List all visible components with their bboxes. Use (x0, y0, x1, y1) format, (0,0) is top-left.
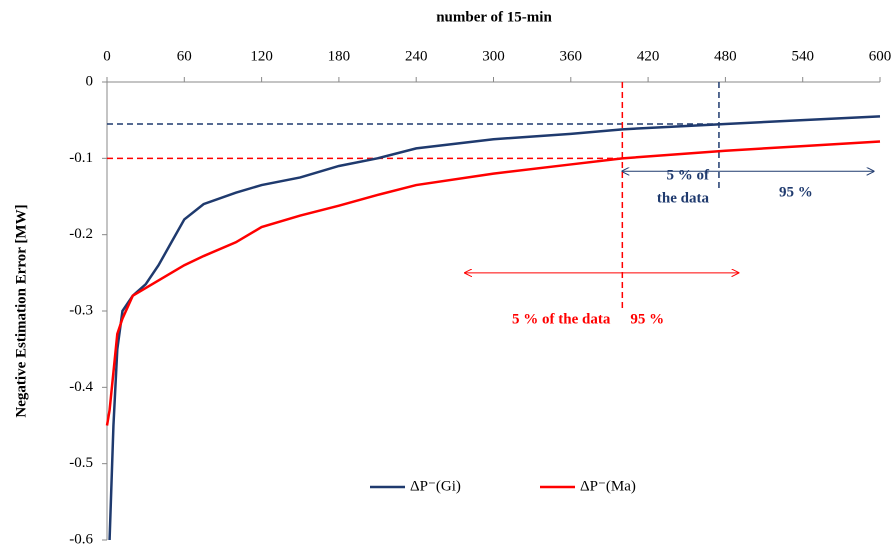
legend-label: ΔP⁻(Gi) (410, 478, 461, 494)
y-tick-label: -0.2 (69, 226, 93, 242)
y-tick-label: -0.4 (69, 379, 93, 395)
series-line (105, 140, 881, 426)
x-tick-label: 360 (560, 48, 583, 64)
annotation-label: the data (657, 191, 710, 207)
x-tick-label: 180 (328, 48, 351, 64)
x-tick-label: 120 (250, 48, 273, 64)
x-tick-label: 540 (791, 48, 814, 64)
x-tick-label: 420 (637, 48, 660, 64)
x-tick-label: 300 (482, 48, 505, 64)
annotation-label: 5 % of the data (512, 311, 611, 327)
series-line (108, 115, 881, 541)
x-tick-label: 480 (714, 48, 737, 64)
x-tick-label: 60 (177, 48, 192, 64)
x-tick-label: 600 (869, 48, 892, 64)
legend-label: ΔP⁻(Ma) (580, 478, 636, 494)
x-tick-label: 240 (405, 48, 428, 64)
y-tick-label: -0.1 (69, 150, 93, 166)
x-tick-label: 0 (103, 48, 111, 64)
y-tick-label: -0.5 (69, 455, 93, 471)
annotation-label: 5 % of (666, 168, 710, 184)
y-tick-label: -0.3 (69, 302, 93, 318)
y-tick-label: 0 (86, 73, 94, 89)
x-axis-title: number of 15-min (436, 9, 552, 25)
annotation-label: 95 % (779, 185, 813, 201)
y-tick-label: -0.6 (69, 531, 93, 546)
annotation-label: 95 % (630, 311, 664, 327)
y-axis-title: Negative Estimation Error [MW] (13, 204, 29, 417)
